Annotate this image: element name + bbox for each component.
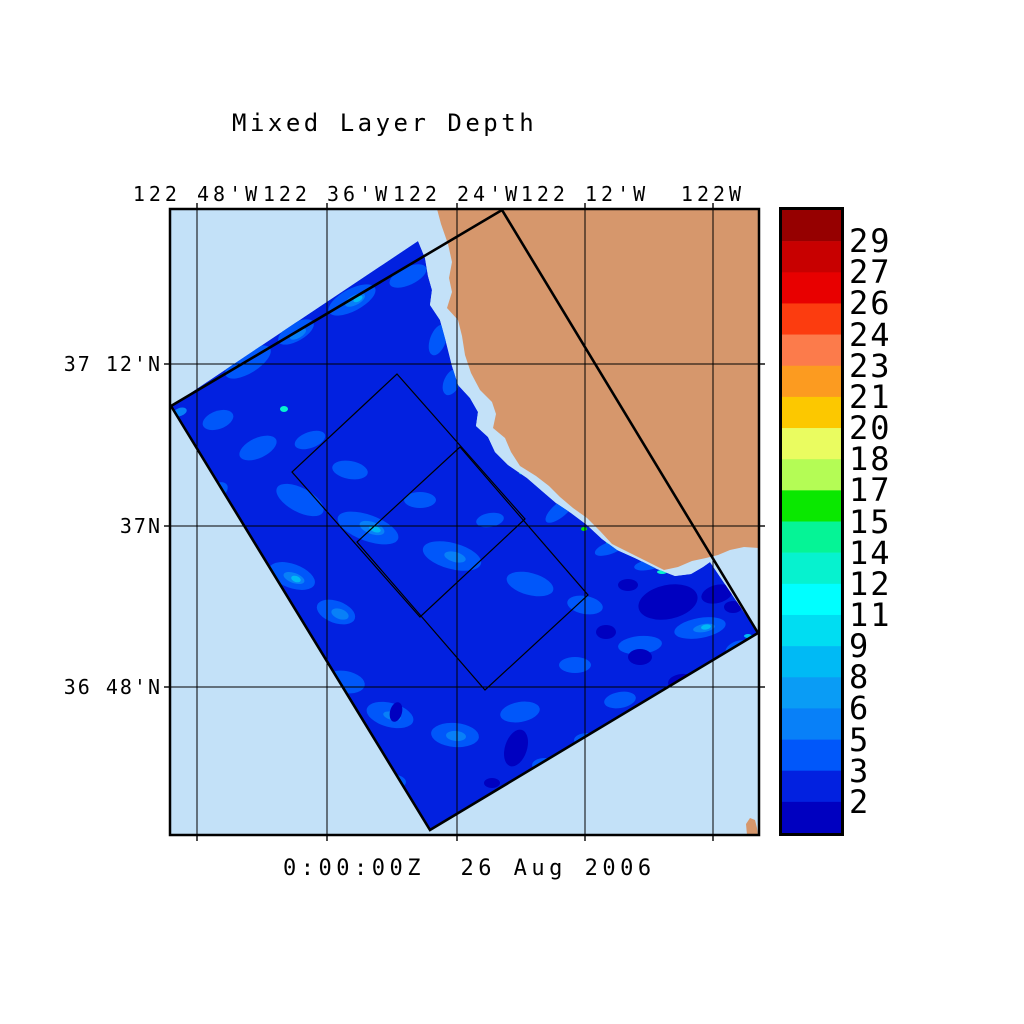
top-tick-label: 122W (680, 182, 746, 206)
colorbar-segment-0 (781, 210, 842, 242)
top-tick-label: 122 36'W (262, 182, 392, 206)
colorbar-segment-16 (781, 708, 842, 740)
colorbar-segment-19 (781, 801, 842, 834)
colorbar-segment-4 (781, 334, 842, 367)
left-tick-label: 37N (119, 514, 162, 538)
colorbar-segment-5 (781, 365, 842, 398)
top-tick-label: 122 48'W (132, 182, 262, 206)
colorbar-label-6: 6 (849, 689, 871, 728)
colorbar-label-23: 23 (849, 346, 892, 385)
colorbar-segment-2 (781, 272, 842, 304)
colorbar-label-20: 20 (849, 409, 892, 447)
top-tick-label: 122 24'W (392, 182, 522, 206)
colorbar-segment-8 (781, 459, 842, 491)
colorbar (781, 210, 842, 834)
left-tick-label: 37 12'N (63, 352, 162, 376)
colorbar-segment-6 (781, 396, 842, 429)
colorbar-segment-14 (781, 646, 842, 678)
colorbar-segment-11 (781, 552, 842, 585)
left-tick-label: 36 48'N (63, 675, 162, 699)
colorbar-segment-13 (781, 614, 842, 647)
colorbar-segment-15 (781, 677, 842, 709)
colorbar-label-27: 27 (849, 253, 892, 292)
colorbar-segment-1 (781, 241, 842, 273)
colorbar-border (779, 207, 844, 836)
land-area (437, 209, 759, 570)
colorbar-segment-9 (781, 490, 842, 522)
graticule (170, 209, 759, 835)
colorbar-label-18: 18 (849, 440, 892, 479)
colorbar-segment-18 (781, 770, 842, 803)
colorbar-label-2: 2 (849, 782, 871, 821)
colorbar-label-29: 29 (849, 222, 892, 261)
colorbar-segment-7 (781, 428, 842, 460)
colorbar-label-3: 3 (849, 751, 871, 790)
colorbar-label-8: 8 (849, 658, 871, 697)
colorbar-segment-10 (781, 521, 842, 553)
colorbar-label-15: 15 (849, 502, 892, 541)
plot-title: Mixed Layer Depth (232, 109, 538, 137)
colorbar-segment-3 (781, 303, 842, 335)
colorbar-label-11: 11 (849, 596, 892, 634)
inner-domain-outline-2 (356, 446, 589, 691)
top-tick-label: 122 12'W (520, 182, 650, 206)
colorbar-label-17: 17 (849, 471, 892, 510)
colorbar-segment-12 (781, 583, 842, 616)
colorbar-label-5: 5 (849, 720, 871, 759)
colorbar-label-26: 26 (849, 284, 892, 323)
colorbar-segment-17 (781, 739, 842, 771)
time-caption: 0:00:00Z 26 Aug 2006 (283, 856, 656, 881)
island (746, 818, 758, 835)
colorbar-label-9: 9 (849, 627, 871, 666)
plot-border (168, 207, 761, 837)
colorbar-label-12: 12 (849, 564, 892, 603)
inner-domain-outline-1 (291, 373, 526, 618)
colorbar-label-14: 14 (849, 533, 892, 572)
colorbar-label-21: 21 (849, 377, 892, 416)
colorbar-label-24: 24 (849, 315, 892, 354)
